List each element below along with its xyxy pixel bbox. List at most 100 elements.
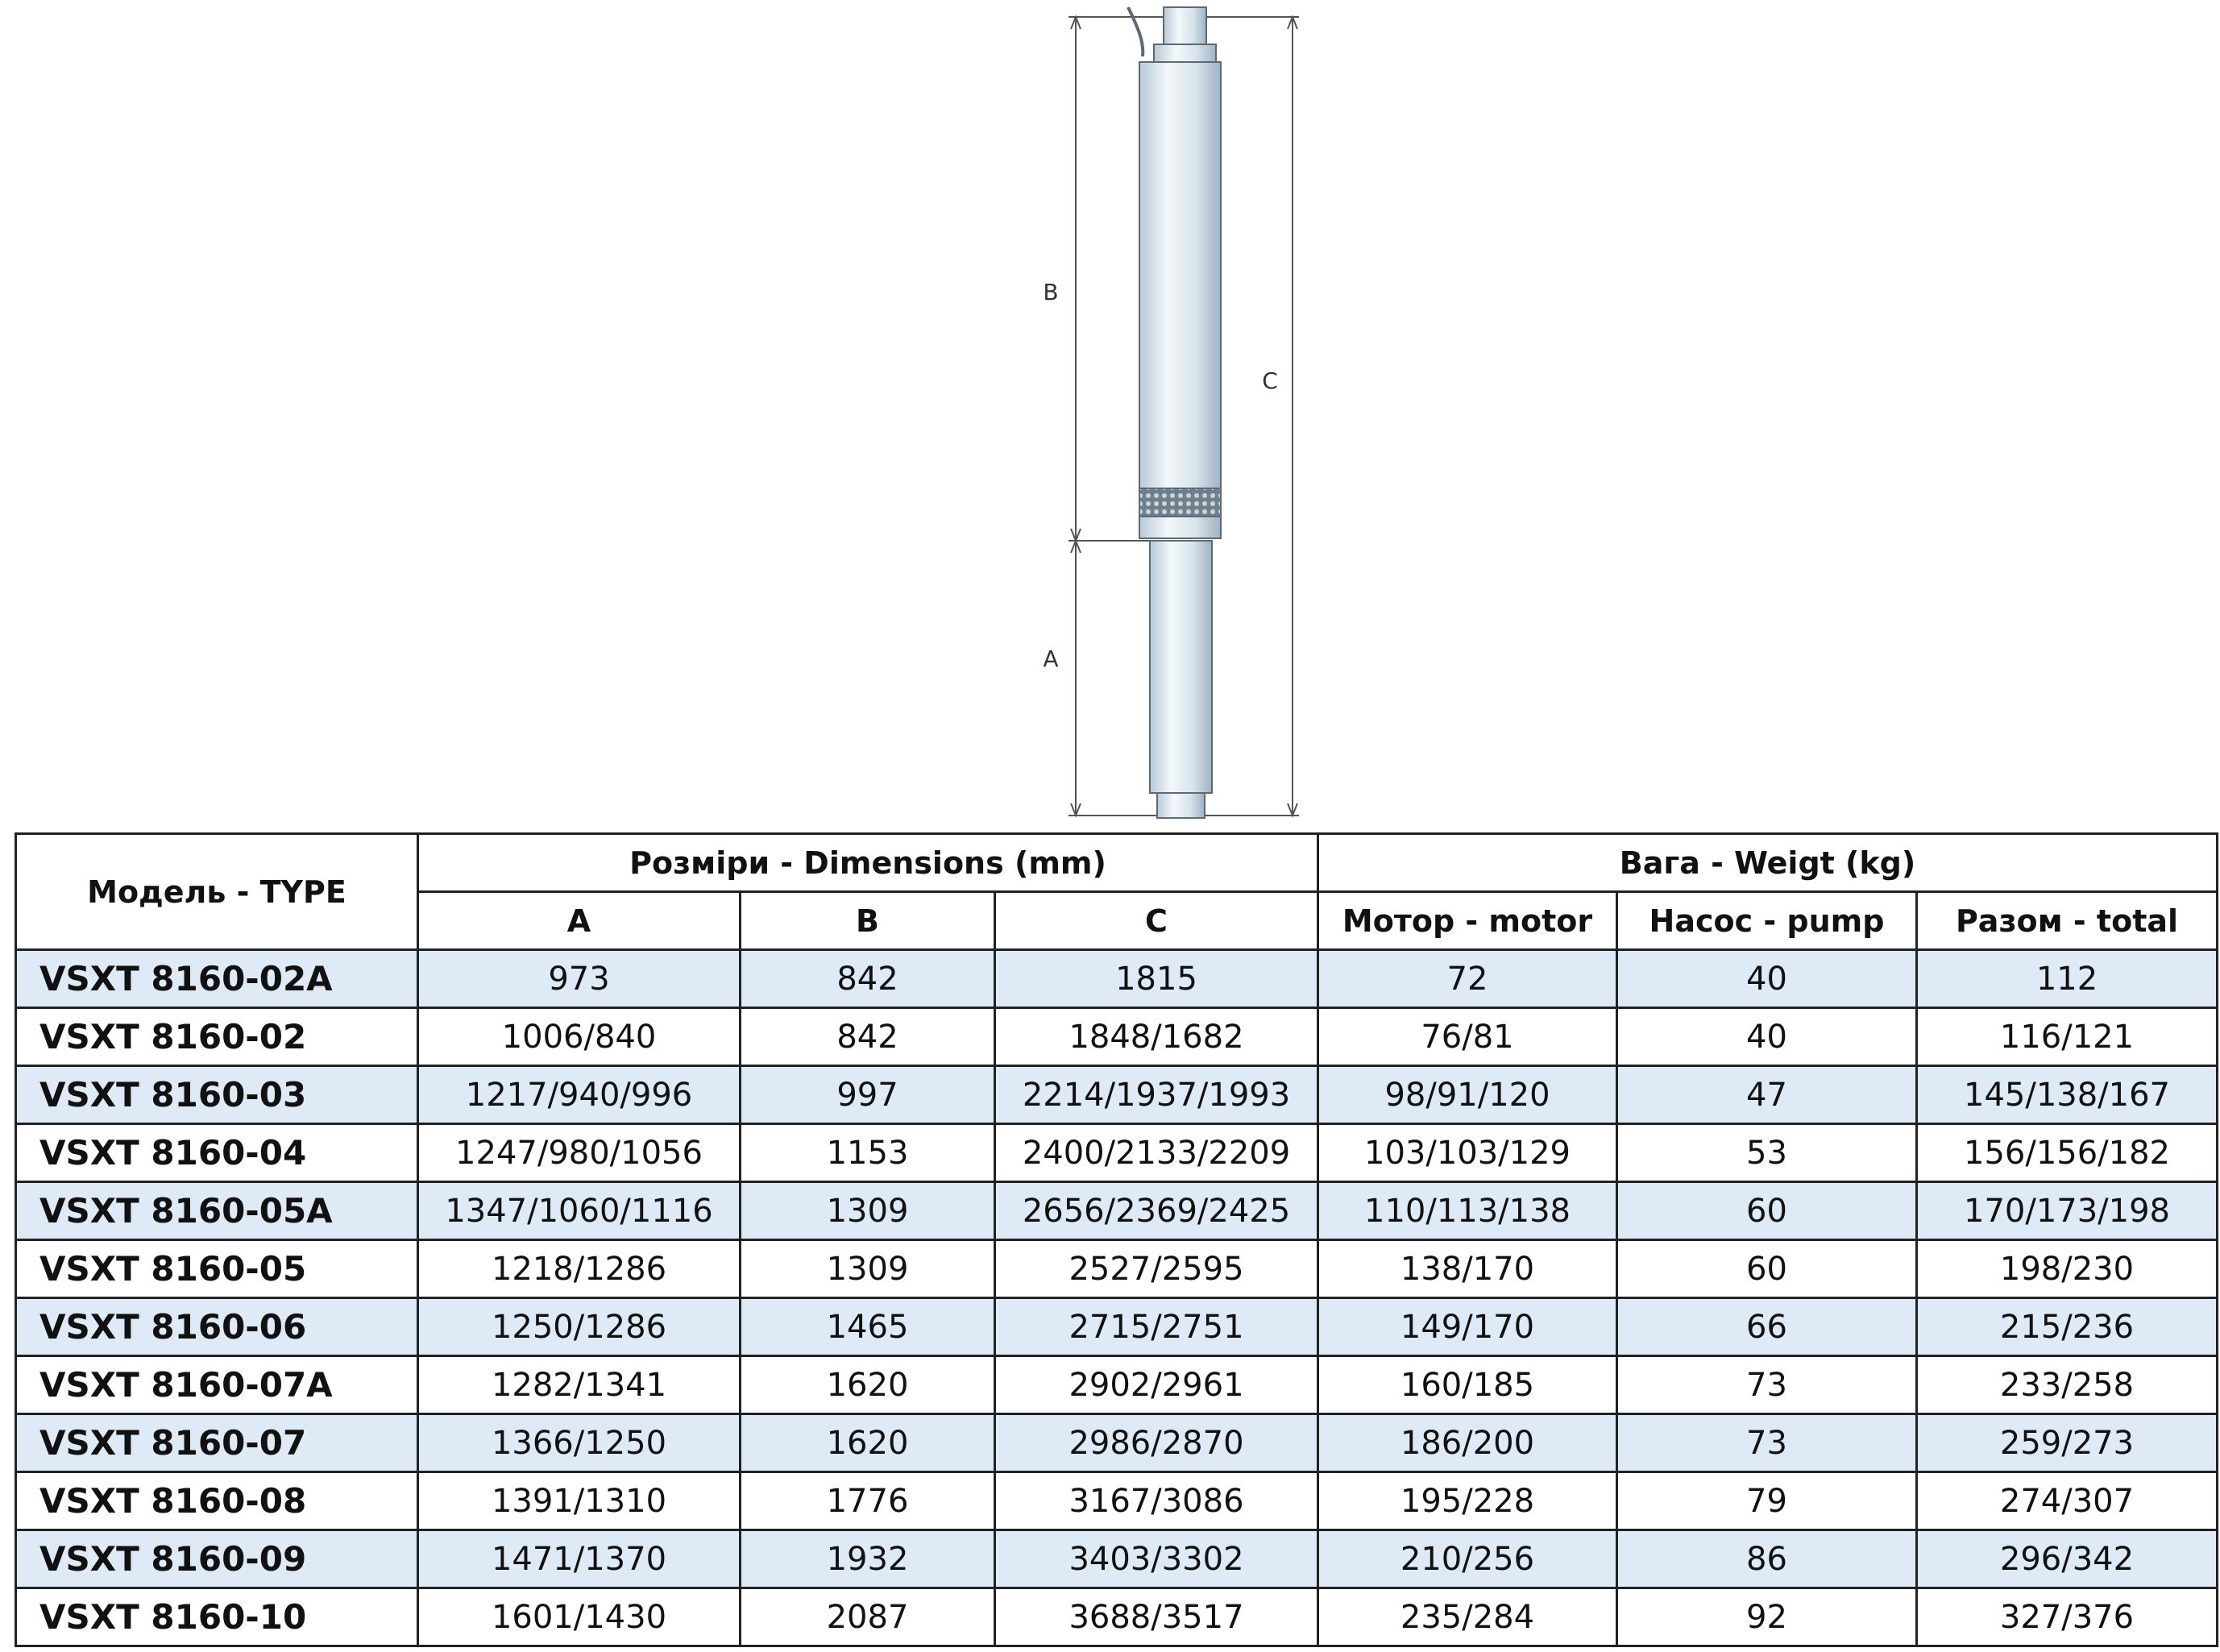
header-row: Модель - TYPE Розміри - Dimensions (mm) … — [15, 832, 2218, 951]
table-row: VSXT 8160-10 1601/1430 2087 3688/3517 235/28… — [15, 1587, 2218, 1647]
pump-drawing: B C A — [1043, 6, 1299, 819]
value-cell: 86 — [1616, 1529, 1918, 1589]
value-cell: 1006/840 — [417, 1007, 741, 1067]
value-cell: 1471/1370 — [417, 1529, 741, 1589]
value-cell: 3167/3086 — [994, 1471, 1319, 1531]
dimension-lines — [1069, 15, 1299, 818]
value-cell: 170/173/198 — [1915, 1181, 2218, 1241]
dimension-label: B — [1043, 279, 1058, 305]
value-cell: 198/230 — [1915, 1239, 2218, 1299]
value-cell: 210/256 — [1317, 1529, 1618, 1589]
value-cell: 112 — [1915, 948, 2218, 1009]
header-cell: Насос - pump — [1616, 890, 1918, 951]
table-row: VSXT 8160-07 1366/1250 1620 2986/2870 186/20… — [15, 1413, 2218, 1473]
value-cell: 274/307 — [1915, 1471, 2218, 1531]
value-cell: 215/236 — [1915, 1297, 2218, 1357]
value-cell: 1776 — [739, 1471, 996, 1531]
header-cell: Разом - total — [1915, 890, 2218, 951]
value-cell: 60 — [1616, 1239, 1918, 1299]
value-cell: 1153 — [739, 1123, 996, 1183]
value-cell: 40 — [1616, 948, 1918, 1009]
value-cell: 145/138/167 — [1915, 1065, 2218, 1125]
dimension-label: C — [1262, 367, 1278, 394]
value-cell: 1620 — [739, 1355, 996, 1415]
value-cell: 110/113/138 — [1317, 1181, 1618, 1241]
value-cell: 2400/2133/2209 — [994, 1123, 1319, 1183]
value-cell: 1309 — [739, 1181, 996, 1241]
value-cell: 156/156/182 — [1915, 1123, 2218, 1183]
model-cell: VSXT 8160-08 — [15, 1471, 419, 1531]
value-cell: 116/121 — [1915, 1007, 2218, 1067]
value-cell: 1309 — [739, 1239, 996, 1299]
model-cell: VSXT 8160-07 — [15, 1413, 419, 1473]
table-row: VSXT 8160-07A 1282/1341 1620 2902/2961 160/1… — [15, 1355, 2218, 1415]
value-cell: 2214/1937/1993 — [994, 1065, 1319, 1125]
value-cell: 2087 — [739, 1587, 996, 1647]
value-cell: 842 — [739, 1007, 996, 1067]
value-cell: 53 — [1616, 1123, 1918, 1183]
value-cell: 1217/940/996 — [417, 1065, 741, 1125]
value-cell: 47 — [1616, 1065, 1918, 1125]
header-cell: A — [417, 890, 741, 951]
value-cell: 1391/1310 — [417, 1471, 741, 1531]
header-row: A B C Мотор - motor Насос - pump Разом - tota… — [16, 890, 2218, 951]
value-cell: 3403/3302 — [994, 1529, 1319, 1589]
table-row: VSXT 8160-05A 1347/1060/1116 1309 2656/2369… — [15, 1181, 2218, 1241]
header-cell: Вага - Weigt (kg) — [1317, 832, 2218, 893]
value-cell: 98/91/120 — [1317, 1065, 1618, 1125]
model-cell: VSXT 8160-07A — [15, 1355, 419, 1415]
value-cell: 76/81 — [1317, 1007, 1618, 1067]
model-cell: VSXT 8160-05A — [15, 1181, 419, 1241]
header-cell: Мотор - motor — [1317, 890, 1618, 951]
header-cell: Розміри - Dimensions (mm) — [417, 832, 1319, 893]
value-cell: 103/103/129 — [1317, 1123, 1618, 1183]
value-cell: 1247/980/1056 — [417, 1123, 741, 1183]
value-cell: 73 — [1616, 1355, 1918, 1415]
table-row: VSXT 8160-04 1247/980/1056 1153 2400/2133/2… — [15, 1123, 2218, 1183]
value-cell: 233/258 — [1915, 1355, 2218, 1415]
table-row: VSXT 8160-02 1006/840 842 1848/1682 76/81 40 1… — [15, 1007, 2218, 1067]
value-cell: 2902/2961 — [994, 1355, 1319, 1415]
value-cell: 92 — [1616, 1587, 1918, 1647]
table-row: VSXT 8160-03 1217/940/996 997 2214/1937/199… — [15, 1065, 2218, 1125]
header-cell: Модель - TYPE — [15, 832, 419, 951]
pump-body — [1127, 6, 1222, 819]
table-row: VSXT 8160-09 1471/1370 1932 3403/3302 210/25… — [15, 1529, 2218, 1589]
value-cell: 973 — [417, 948, 741, 1009]
value-cell: 2656/2369/2425 — [994, 1181, 1319, 1241]
dimension-label: A — [1043, 645, 1058, 672]
value-cell: 195/228 — [1317, 1471, 1618, 1531]
value-cell: 60 — [1616, 1181, 1918, 1241]
value-cell: 235/284 — [1317, 1587, 1618, 1647]
table-row: VSXT 8160-05 1218/1286 1309 2527/2595 138/17… — [15, 1239, 2218, 1299]
model-cell: VSXT 8160-02 — [15, 1007, 419, 1067]
value-cell: 1218/1286 — [417, 1239, 741, 1299]
value-cell: 2986/2870 — [994, 1413, 1319, 1473]
value-cell: 1932 — [739, 1529, 996, 1589]
value-cell: 296/342 — [1915, 1529, 2218, 1589]
value-cell: 186/200 — [1317, 1413, 1618, 1473]
value-cell: 66 — [1616, 1297, 1918, 1357]
value-cell: 1366/1250 — [417, 1413, 741, 1473]
model-cell: VSXT 8160-06 — [15, 1297, 419, 1357]
value-cell: 842 — [739, 948, 996, 1009]
header-cell: C — [994, 890, 1319, 951]
value-cell: 72 — [1317, 948, 1618, 1009]
table-row: VSXT 8160-08 1391/1310 1776 3167/3086 195/22… — [15, 1471, 2218, 1531]
table-row: VSXT 8160-02A 973 842 1815 72 40 112 — [15, 948, 2218, 1009]
value-cell: 327/376 — [1915, 1587, 2218, 1647]
table-row: VSXT 8160-06 1250/1286 1465 2715/2751 149/17… — [15, 1297, 2218, 1357]
value-cell: 2715/2751 — [994, 1297, 1319, 1357]
model-cell: VSXT 8160-10 — [15, 1587, 419, 1647]
value-cell: 1848/1682 — [994, 1007, 1319, 1067]
value-cell: 79 — [1616, 1471, 1918, 1531]
value-cell: 997 — [739, 1065, 996, 1125]
model-cell: VSXT 8160-03 — [15, 1065, 419, 1125]
value-cell: 1465 — [739, 1297, 996, 1357]
header-cell: B — [739, 890, 996, 951]
value-cell: 2527/2595 — [994, 1239, 1319, 1299]
value-cell: 1250/1286 — [417, 1297, 741, 1357]
model-cell: VSXT 8160-05 — [15, 1239, 419, 1299]
value-cell: 1601/1430 — [417, 1587, 741, 1647]
